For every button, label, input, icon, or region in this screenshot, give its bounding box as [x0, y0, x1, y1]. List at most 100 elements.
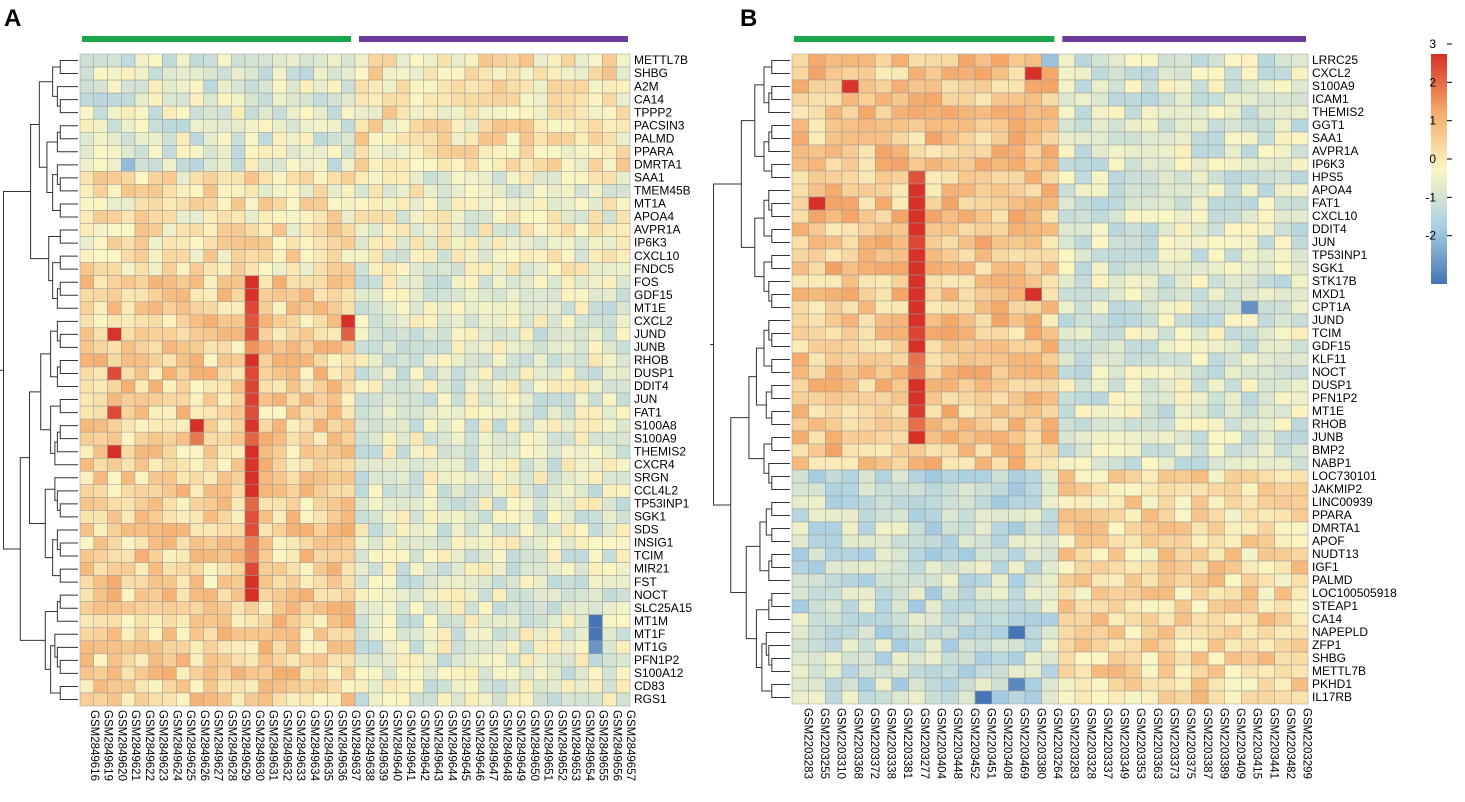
- heatmap-cell: [602, 510, 617, 524]
- heatmap-cell: [217, 223, 232, 237]
- heatmap-cell: [561, 118, 576, 133]
- heatmap-cell: [299, 197, 314, 211]
- heatmap-cell: [134, 66, 149, 81]
- heatmap-cell: [974, 261, 992, 276]
- sample-label: GSM2849643: [432, 710, 444, 781]
- heatmap-cell: [533, 471, 548, 485]
- heatmap-cell: [203, 366, 218, 381]
- heatmap-cell: [533, 145, 548, 159]
- heatmap-cell: [368, 523, 383, 537]
- heatmap-cell: [941, 157, 959, 172]
- heatmap-cell: [478, 405, 493, 420]
- heatmap-cell: [1124, 326, 1142, 341]
- heatmap-cell: [941, 599, 959, 614]
- heatmap-cell: [1008, 313, 1026, 328]
- heatmap-cell: [492, 510, 507, 524]
- heatmap-cell: [1091, 391, 1109, 406]
- heatmap-cell: [121, 314, 136, 329]
- heatmap-cell: [327, 92, 342, 107]
- heatmap-panel-a: METTL7BSHBGA2MCA14TPPP2PACSIN3PALMDPPARA…: [0, 36, 692, 782]
- heatmap-cell: [1174, 183, 1192, 198]
- heatmap-cell: [79, 53, 94, 68]
- heatmap-cell: [1191, 92, 1209, 107]
- heatmap-cell: [1041, 690, 1059, 705]
- heatmap-cell: [1224, 157, 1242, 172]
- heatmap-cell: [1191, 170, 1209, 185]
- gene-label: JUNB: [634, 340, 665, 354]
- dendrogram-branch: [56, 320, 78, 342]
- heatmap-cell: [547, 66, 562, 81]
- heatmap-cell: [1074, 625, 1092, 640]
- heatmap-cell: [1074, 313, 1092, 328]
- heatmap-cell: [203, 184, 218, 198]
- heatmap-cell: [1191, 157, 1209, 172]
- heatmap-cell: [858, 508, 876, 523]
- heatmap-cell: [924, 378, 943, 393]
- heatmap-cell: [409, 653, 424, 668]
- heatmap-cell: [506, 92, 521, 107]
- heatmap-cell: [1024, 599, 1042, 614]
- heatmap-cell: [1041, 508, 1059, 523]
- heatmap-cell: [1124, 586, 1142, 601]
- heatmap-cell: [121, 692, 136, 707]
- heatmap-cell: [451, 640, 466, 655]
- heatmap-cell: [286, 118, 301, 133]
- heatmap-cell: [203, 614, 218, 629]
- heatmap-cell: [368, 275, 383, 289]
- heatmap-cell: [396, 197, 411, 211]
- heatmap-cell: [574, 405, 589, 420]
- sample-label: GSM2849633: [294, 710, 306, 781]
- heatmap-cell: [533, 158, 548, 172]
- heatmap-cell: [1141, 118, 1159, 133]
- heatmap-cell: [437, 340, 452, 355]
- heatmap-cell: [286, 131, 301, 146]
- dendrogram-branch: [54, 477, 78, 502]
- heatmap-cell: [286, 171, 301, 185]
- heatmap-cell: [533, 536, 548, 550]
- heatmap-cell: [189, 549, 204, 563]
- heatmap-cell: [1224, 482, 1242, 497]
- heatmap-cell: [409, 392, 424, 407]
- heatmap-cell: [299, 431, 314, 446]
- heatmap-cell: [1157, 612, 1176, 627]
- heatmap-cell: [1291, 170, 1309, 185]
- heatmap-cell: [874, 105, 893, 120]
- heatmap-cell: [858, 157, 876, 172]
- heatmap-cell: [791, 690, 809, 705]
- heatmap-cell: [1257, 66, 1275, 81]
- heatmap-cell: [1108, 248, 1126, 263]
- heatmap-cell: [825, 456, 843, 471]
- heatmap-cell: [478, 236, 493, 250]
- dendrogram-branch: [713, 183, 742, 506]
- heatmap-cell: [189, 184, 204, 198]
- heatmap-cell: [908, 339, 926, 354]
- heatmap-cell: [478, 366, 493, 381]
- heatmap-cell: [561, 366, 576, 381]
- heatmap-cell: [1191, 53, 1209, 68]
- heatmap-cell: [1207, 664, 1226, 679]
- heatmap-cell: [841, 287, 859, 302]
- heatmap-cell: [451, 79, 466, 94]
- heatmap-cell: [825, 612, 843, 627]
- heatmap-cell: [217, 379, 232, 394]
- heatmap-cell: [1274, 651, 1292, 666]
- heatmap-cell: [299, 405, 314, 420]
- heatmap-cell: [107, 197, 122, 211]
- heatmap-cell: [808, 508, 826, 523]
- heatmap-cell: [519, 562, 534, 576]
- heatmap-cell: [1024, 287, 1042, 302]
- heatmap-cell: [974, 586, 992, 601]
- heatmap-cell: [368, 457, 383, 472]
- heatmap-cell: [1008, 664, 1026, 679]
- heatmap-cell: [574, 679, 589, 694]
- heatmap-cell: [574, 66, 589, 81]
- heatmap-cell: [533, 262, 548, 276]
- heatmap-cell: [217, 562, 232, 576]
- heatmap-cell: [382, 549, 397, 563]
- heatmap-cell: [1124, 170, 1142, 185]
- heatmap-cell: [396, 223, 411, 237]
- heatmap-cell: [808, 495, 826, 510]
- heatmap-cell: [148, 497, 163, 511]
- heatmap-cell: [1058, 443, 1076, 458]
- heatmap-cell: [1041, 638, 1059, 653]
